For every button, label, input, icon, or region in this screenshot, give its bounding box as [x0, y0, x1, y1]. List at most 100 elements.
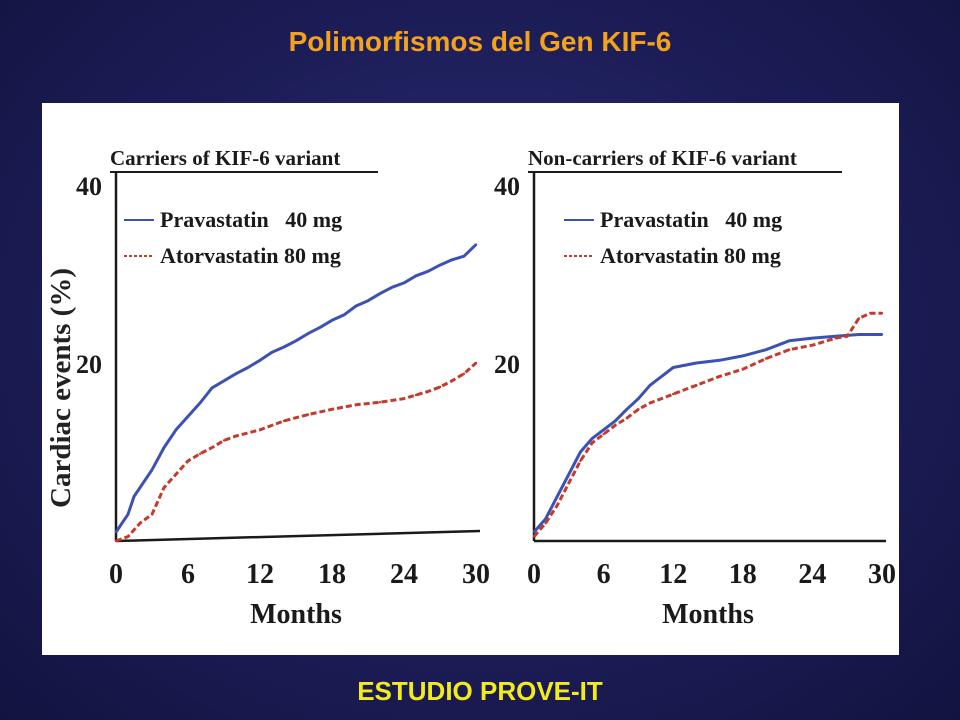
carriers-point-pravastatin	[426, 270, 430, 273]
carriers-point-pravastatin	[132, 495, 136, 498]
non-carriers-point-pravastatin	[614, 419, 617, 423]
non-carriers-legend-label: Pravastatin 40 mg	[600, 207, 782, 232]
carriers-point-atorvastatin	[426, 390, 430, 393]
non-carriers-point-pravastatin	[637, 397, 640, 400]
carriers-series-atorvastatin	[115, 361, 477, 543]
non-carriers-point-atorvastatin	[648, 401, 652, 405]
carriers-point-pravastatin	[198, 401, 202, 405]
non-carriers-point-atorvastatin	[834, 336, 837, 340]
carriers-point-pravastatin	[114, 530, 118, 534]
carriers-point-pravastatin	[258, 359, 262, 362]
non-carriers-point-atorvastatin	[811, 344, 814, 347]
non-carriers-xtick-label: 12	[659, 559, 687, 590]
non-carriers-point-atorvastatin	[602, 433, 605, 436]
carriers-point-atorvastatin	[126, 535, 130, 538]
non-carriers-point-pravastatin	[544, 517, 547, 520]
non-carriers-point-pravastatin	[625, 408, 628, 411]
non-carriers-point-pravastatin	[660, 375, 663, 378]
carriers-point-atorvastatin	[162, 486, 166, 489]
non-carriers-point-pravastatin	[764, 348, 768, 351]
non-carriers-point-pravastatin	[718, 359, 721, 362]
carriers-point-pravastatin	[354, 304, 358, 308]
non-carriers-point-atorvastatin	[590, 441, 594, 445]
carriers-point-atorvastatin	[282, 419, 286, 423]
non-carriers-point-atorvastatin	[544, 522, 547, 525]
non-carriers-point-pravastatin	[556, 495, 559, 498]
carriers-point-atorvastatin	[114, 539, 118, 543]
carriers-ytick-label: 40	[76, 172, 102, 201]
carriers-point-pravastatin	[342, 313, 346, 317]
non-carriers-point-atorvastatin	[532, 535, 536, 538]
carriers-point-atorvastatin	[438, 385, 442, 389]
non-carriers-point-pravastatin	[532, 530, 536, 534]
carriers-point-pravastatin	[246, 366, 250, 369]
slide-title: Polimorfismos del Gen KIF-6	[288, 26, 672, 57]
carriers-point-atorvastatin	[462, 372, 466, 375]
non-carriers-point-pravastatin	[788, 339, 791, 342]
carriers-x-axis	[115, 529, 481, 543]
carriers-point-atorvastatin	[210, 446, 214, 449]
carriers-point-atorvastatin	[474, 361, 478, 365]
carriers-point-atorvastatin	[138, 522, 142, 525]
non-carriers-point-atorvastatin	[695, 384, 698, 387]
carriers-ytick-label: 20	[76, 350, 102, 379]
carriers-xtick-label: 30	[462, 559, 490, 590]
non-carriers-x-axis-label: Months	[662, 599, 754, 630]
non-carriers-point-pravastatin	[811, 336, 814, 340]
carriers-point-pravastatin	[186, 415, 190, 418]
carriers-point-atorvastatin	[378, 401, 382, 404]
carriers-point-pravastatin	[126, 513, 130, 516]
carriers-point-pravastatin	[306, 332, 310, 335]
carriers-point-atorvastatin	[414, 393, 418, 397]
non-carriers-point-pravastatin	[695, 361, 698, 365]
carriers-point-pravastatin	[330, 319, 334, 322]
carriers-point-pravastatin	[138, 486, 142, 489]
carriers-point-pravastatin	[414, 274, 418, 277]
non-carriers-point-atorvastatin	[741, 368, 744, 371]
non-carriers-point-pravastatin	[602, 428, 605, 431]
carriers-point-pravastatin	[294, 339, 298, 342]
non-carriers-point-pravastatin	[579, 450, 582, 454]
carriers-point-pravastatin	[402, 281, 406, 285]
chart-panel: Cardiac events (%) Carriers of KIF-6 var…	[42, 103, 899, 655]
non-carriers-point-pravastatin	[672, 366, 675, 369]
carriers-point-atorvastatin	[198, 452, 202, 455]
non-carriers-point-pravastatin	[567, 473, 570, 476]
carriers-point-atorvastatin	[450, 379, 454, 382]
carriers-point-atorvastatin	[174, 473, 178, 476]
non-carriers-point-pravastatin	[741, 354, 744, 358]
carriers-point-atorvastatin	[402, 397, 406, 400]
non-carriers-series-pravastatin	[532, 333, 882, 534]
non-carriers-point-atorvastatin	[614, 424, 617, 427]
carriers-point-pravastatin	[438, 263, 442, 267]
carriers-point-pravastatin	[474, 243, 478, 246]
non-carriers-point-atorvastatin	[764, 357, 768, 360]
non-carriers-xtick-label: 6	[597, 559, 611, 590]
non-carriers-point-atorvastatin	[556, 504, 559, 507]
non-carriers-xtick-label: 0	[527, 559, 541, 590]
carriers-point-pravastatin	[366, 299, 370, 302]
carriers-xtick-label: 12	[246, 559, 274, 590]
carriers-xtick-label: 0	[109, 559, 123, 590]
non-carriers-series-atorvastatin	[532, 311, 882, 538]
non-carriers-point-atorvastatin	[880, 312, 884, 315]
carriers-point-pravastatin	[378, 292, 382, 295]
carriers-point-pravastatin	[210, 386, 214, 390]
non-carriers-point-pravastatin	[590, 437, 594, 440]
carriers-point-atorvastatin	[234, 434, 238, 438]
non-carriers-point-atorvastatin	[718, 375, 721, 378]
carriers-legend-label: Atorvastatin 80 mg	[160, 243, 341, 268]
carriers-xtick-label: 18	[318, 559, 346, 590]
carriers-point-pravastatin	[234, 372, 238, 375]
carriers-point-atorvastatin	[306, 413, 310, 416]
non-carriers-ytick-label: 40	[494, 172, 520, 201]
non-carriers-point-atorvastatin	[660, 397, 663, 400]
non-carriers-point-atorvastatin	[672, 392, 675, 396]
carriers-title: Carriers of KIF-6 variant	[110, 146, 340, 170]
carriers-point-atorvastatin	[354, 403, 358, 406]
carriers-point-atorvastatin	[258, 428, 262, 431]
non-carriers-point-atorvastatin	[579, 459, 582, 463]
carriers-point-pravastatin	[150, 468, 154, 471]
carriers-point-pravastatin	[270, 351, 274, 354]
non-carriers-point-atorvastatin	[857, 317, 860, 320]
